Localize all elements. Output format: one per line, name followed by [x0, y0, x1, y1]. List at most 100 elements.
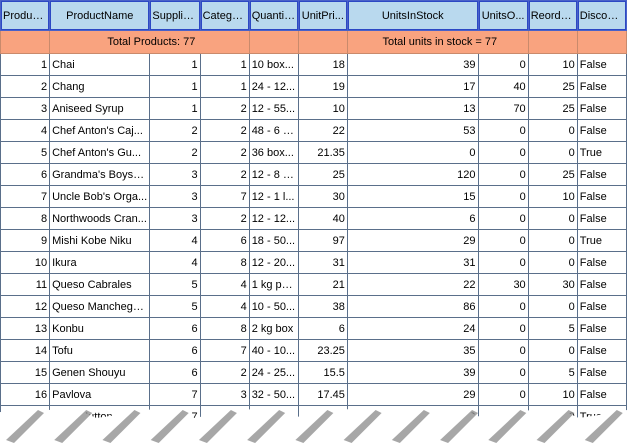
category-id-cell[interactable]: 7 — [199, 185, 250, 208]
units-in-stock-cell[interactable]: 53 — [346, 119, 479, 142]
category-id-cell[interactable]: 8 — [199, 251, 250, 274]
units-on-order-cell[interactable]: 0 — [477, 141, 529, 164]
unit-price-cell[interactable]: 30 — [297, 185, 348, 208]
product-id-cell[interactable]: 1 — [0, 53, 51, 76]
units-in-stock-cell[interactable]: 22 — [346, 273, 479, 296]
units-in-stock-cell[interactable]: 39 — [346, 361, 479, 384]
column-header-supplier-id[interactable]: Supplie... — [149, 0, 201, 31]
supplier-id-cell[interactable]: 3 — [149, 207, 201, 230]
category-id-cell[interactable]: 2 — [199, 141, 250, 164]
unit-price-cell[interactable]: 21.35 — [297, 141, 348, 164]
table-row[interactable]: 17 Alice Mutton 7 6 20 - 1... 0 0 0 True — [0, 405, 627, 428]
units-on-order-cell[interactable]: 0 — [477, 295, 529, 318]
product-id-cell[interactable]: 5 — [0, 141, 51, 164]
product-name-cell[interactable]: Uncle Bob's Orga... — [49, 185, 151, 208]
unit-price-cell[interactable]: 6 — [297, 317, 348, 340]
discontinued-cell[interactable]: False — [576, 339, 627, 362]
product-name-cell[interactable]: Chef Anton's Gu... — [49, 141, 151, 164]
units-in-stock-cell[interactable]: 39 — [346, 53, 479, 76]
table-row[interactable]: 9 Mishi Kobe Niku 4 6 18 - 50... 97 29 0 0 True — [0, 229, 627, 252]
product-name-cell[interactable]: Chef Anton's Caj... — [49, 119, 151, 142]
product-id-cell[interactable]: 4 — [0, 119, 51, 142]
units-on-order-cell[interactable]: 0 — [477, 339, 529, 362]
table-row[interactable]: 13 Konbu 6 8 2 kg box 6 24 0 5 False — [0, 317, 627, 340]
product-name-cell[interactable]: Chang — [49, 75, 151, 98]
units-on-order-cell[interactable]: 0 — [477, 163, 529, 186]
discontinued-cell[interactable]: False — [576, 119, 627, 142]
table-row[interactable]: 15 Genen Shouyu 6 2 24 - 25... 15.5 39 0 5 False — [0, 361, 627, 384]
supplier-id-cell[interactable]: 6 — [149, 339, 201, 362]
column-header-discontinued[interactable]: Discont... — [576, 0, 627, 31]
product-id-cell[interactable]: 14 — [0, 339, 51, 362]
units-in-stock-cell[interactable]: 29 — [346, 383, 479, 406]
units-in-stock-cell[interactable]: 0 — [346, 141, 479, 164]
product-name-cell[interactable]: Chai — [49, 53, 151, 76]
units-on-order-cell[interactable]: 0 — [477, 185, 529, 208]
quantity-cell[interactable]: 10 - 50... — [248, 295, 299, 318]
units-on-order-cell[interactable]: 0 — [477, 383, 529, 406]
product-id-cell[interactable]: 13 — [0, 317, 51, 340]
quantity-cell[interactable]: 2 kg box — [248, 317, 299, 340]
product-id-cell[interactable]: 3 — [0, 97, 51, 120]
quantity-cell[interactable]: 12 - 20... — [248, 251, 299, 274]
units-in-stock-cell[interactable]: 17 — [346, 75, 479, 98]
discontinued-cell[interactable]: False — [576, 97, 627, 120]
product-id-cell[interactable]: 6 — [0, 163, 51, 186]
unit-price-cell[interactable]: 97 — [297, 229, 348, 252]
reorder-level-cell[interactable]: 5 — [527, 361, 578, 384]
reorder-level-cell[interactable]: 0 — [527, 119, 578, 142]
product-name-cell[interactable]: Mishi Kobe Niku — [49, 229, 151, 252]
unit-price-cell[interactable]: 10 — [297, 97, 348, 120]
column-header-reorder-level[interactable]: Reorde... — [527, 0, 578, 31]
column-header-units-in-stock[interactable]: UnitsInStock — [346, 0, 479, 31]
category-id-cell[interactable]: 1 — [199, 75, 250, 98]
reorder-level-cell[interactable]: 30 — [527, 273, 578, 296]
category-id-cell[interactable]: 4 — [199, 273, 250, 296]
table-row[interactable]: 10 Ikura 4 8 12 - 20... 31 31 0 0 False — [0, 251, 627, 274]
units-on-order-cell[interactable]: 0 — [477, 405, 529, 428]
product-id-cell[interactable]: 7 — [0, 185, 51, 208]
quantity-cell[interactable]: 36 box... — [248, 141, 299, 164]
table-row[interactable]: 14 Tofu 6 7 40 - 10... 23.25 35 0 0 False — [0, 339, 627, 362]
product-name-cell[interactable]: Konbu — [49, 317, 151, 340]
quantity-cell[interactable]: 12 - 55... — [248, 97, 299, 120]
table-row[interactable]: 4 Chef Anton's Caj... 2 2 48 - 6 o... 22 53 0 0 F… — [0, 119, 627, 142]
table-row[interactable]: 16 Pavlova 7 3 32 - 50... 17.45 29 0 10 False — [0, 383, 627, 406]
product-id-cell[interactable]: 10 — [0, 251, 51, 274]
supplier-id-cell[interactable]: 2 — [149, 141, 201, 164]
unit-price-cell[interactable] — [297, 405, 348, 428]
discontinued-cell[interactable]: False — [576, 361, 627, 384]
quantity-cell[interactable]: 12 - 12... — [248, 207, 299, 230]
units-on-order-cell[interactable]: 40 — [477, 75, 529, 98]
reorder-level-cell[interactable]: 0 — [527, 295, 578, 318]
quantity-cell[interactable]: 12 - 8 o... — [248, 163, 299, 186]
reorder-level-cell[interactable]: 10 — [527, 383, 578, 406]
category-id-cell[interactable]: 2 — [199, 163, 250, 186]
supplier-id-cell[interactable]: 3 — [149, 163, 201, 186]
column-header-product-name[interactable]: ProductName — [49, 0, 151, 31]
category-id-cell[interactable]: 1 — [199, 53, 250, 76]
units-on-order-cell[interactable]: 30 — [477, 273, 529, 296]
category-id-cell[interactable]: 6 — [199, 229, 250, 252]
category-id-cell[interactable]: 2 — [199, 97, 250, 120]
discontinued-cell[interactable]: False — [576, 295, 627, 318]
category-id-cell[interactable]: 2 — [199, 119, 250, 142]
units-in-stock-cell[interactable]: 86 — [346, 295, 479, 318]
unit-price-cell[interactable]: 40 — [297, 207, 348, 230]
reorder-level-cell[interactable]: 25 — [527, 75, 578, 98]
table-row[interactable]: 7 Uncle Bob's Orga... 3 7 12 - 1 l... 30 15 0 10… — [0, 185, 627, 208]
category-id-cell[interactable]: 7 — [199, 339, 250, 362]
reorder-level-cell[interactable]: 0 — [527, 141, 578, 164]
discontinued-cell[interactable]: False — [576, 383, 627, 406]
supplier-id-cell[interactable]: 1 — [149, 75, 201, 98]
table-row[interactable]: 12 Queso Manchego... 5 4 10 - 50... 38 86 0 0 Fal… — [0, 295, 627, 318]
category-id-cell[interactable]: 2 — [199, 361, 250, 384]
product-name-cell[interactable]: Queso Manchego... — [49, 295, 151, 318]
unit-price-cell[interactable]: 18 — [297, 53, 348, 76]
units-on-order-cell[interactable]: 0 — [477, 119, 529, 142]
reorder-level-cell[interactable]: 0 — [527, 229, 578, 252]
product-name-cell[interactable]: Alice Mutton — [49, 405, 151, 428]
supplier-id-cell[interactable]: 7 — [149, 405, 201, 428]
product-name-cell[interactable]: Northwoods Cran... — [49, 207, 151, 230]
